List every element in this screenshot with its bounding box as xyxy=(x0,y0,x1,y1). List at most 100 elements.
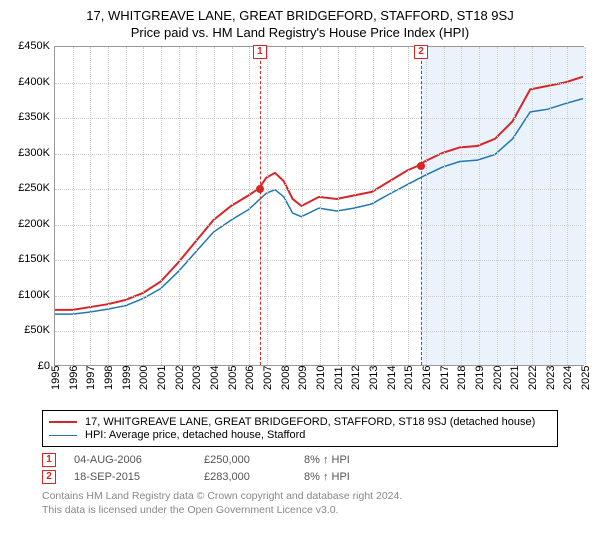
sale-marker-dot xyxy=(256,185,264,193)
gridline-v xyxy=(550,47,551,365)
gridline-v xyxy=(196,47,197,365)
x-axis: 1995199619971998199920002001200220032004… xyxy=(54,366,584,406)
legend-swatch xyxy=(49,421,77,423)
gridline-v xyxy=(514,47,515,365)
footer-attribution: Contains HM Land Registry data © Crown c… xyxy=(42,490,558,517)
sale-marker-dot xyxy=(417,162,425,170)
gridline-v xyxy=(373,47,374,365)
gridline-v xyxy=(444,47,445,365)
x-tick-label: 2007 xyxy=(262,366,274,390)
x-tick-label: 2014 xyxy=(386,366,398,390)
y-axis: £0£50K£100K£150K£200K£250K£300K£350K£400… xyxy=(10,46,54,366)
gridline-v xyxy=(532,47,533,365)
sale-number-box: 2 xyxy=(42,470,56,484)
gridline-h xyxy=(55,83,583,84)
footer-line1: Contains HM Land Registry data © Crown c… xyxy=(42,490,558,504)
sales-table: 104-AUG-2006£250,0008% ↑ HPI218-SEP-2015… xyxy=(42,453,558,484)
gridline-v xyxy=(214,47,215,365)
x-tick-label: 2013 xyxy=(368,366,380,390)
chart: £0£50K£100K£150K£200K£250K£300K£350K£400… xyxy=(10,46,590,406)
sale-price: £250,000 xyxy=(204,454,304,466)
gridline-h xyxy=(55,296,583,297)
title-subtitle: Price paid vs. HM Land Registry's House … xyxy=(10,25,590,40)
x-tick-label: 2003 xyxy=(191,366,203,390)
gridline-v xyxy=(232,47,233,365)
legend-row: HPI: Average price, detached house, Staf… xyxy=(49,429,551,441)
footer-line2: This data is licensed under the Open Gov… xyxy=(42,504,558,518)
gridline-v xyxy=(408,47,409,365)
gridline-h xyxy=(55,331,583,332)
gridline-h xyxy=(55,154,583,155)
y-tick-label: £150K xyxy=(18,253,50,265)
series-property xyxy=(55,77,583,310)
sale-price: £283,000 xyxy=(204,471,304,483)
legend-swatch xyxy=(49,435,77,436)
x-tick-label: 2024 xyxy=(562,366,574,390)
gridline-v xyxy=(567,47,568,365)
y-tick-label: £450K xyxy=(18,40,50,52)
gridline-v xyxy=(302,47,303,365)
gridline-v xyxy=(285,47,286,365)
x-tick-label: 2005 xyxy=(227,366,239,390)
x-tick-label: 1997 xyxy=(85,366,97,390)
x-tick-label: 2022 xyxy=(527,366,539,390)
gridline-v xyxy=(126,47,127,365)
gridline-h xyxy=(55,118,583,119)
gridline-v xyxy=(267,47,268,365)
x-tick-label: 2018 xyxy=(456,366,468,390)
x-tick-label: 2004 xyxy=(209,366,221,390)
chart-container: 17, WHITGREAVE LANE, GREAT BRIDGEFORD, S… xyxy=(0,0,600,521)
gridline-v xyxy=(426,47,427,365)
x-tick-label: 2010 xyxy=(315,366,327,390)
gridline-v xyxy=(73,47,74,365)
gridline-v xyxy=(320,47,321,365)
x-tick-label: 2011 xyxy=(333,366,345,390)
gridline-v xyxy=(143,47,144,365)
y-tick-label: £100K xyxy=(18,289,50,301)
x-tick-label: 2020 xyxy=(492,366,504,390)
x-tick-label: 2023 xyxy=(545,366,557,390)
sale-pct: 8% ↑ HPI xyxy=(304,471,404,483)
gridline-v xyxy=(461,47,462,365)
x-tick-label: 2025 xyxy=(580,366,592,390)
y-tick-label: £400K xyxy=(18,76,50,88)
x-tick-label: 2009 xyxy=(297,366,309,390)
x-tick-label: 2001 xyxy=(156,366,168,390)
gridline-v xyxy=(161,47,162,365)
x-tick-label: 1995 xyxy=(50,366,62,390)
title-address: 17, WHITGREAVE LANE, GREAT BRIDGEFORD, S… xyxy=(10,8,590,23)
gridline-h xyxy=(55,225,583,226)
legend-label: 17, WHITGREAVE LANE, GREAT BRIDGEFORD, S… xyxy=(85,416,535,428)
y-tick-label: £50K xyxy=(24,324,50,336)
x-tick-label: 1996 xyxy=(68,366,80,390)
gridline-h xyxy=(55,189,583,190)
sale-pct: 8% ↑ HPI xyxy=(304,454,404,466)
sale-marker-line xyxy=(421,61,422,365)
gridline-v xyxy=(479,47,480,365)
x-tick-label: 2006 xyxy=(244,366,256,390)
gridline-v xyxy=(391,47,392,365)
legend-row: 17, WHITGREAVE LANE, GREAT BRIDGEFORD, S… xyxy=(49,416,551,428)
sale-marker-box: 1 xyxy=(253,45,267,59)
gridline-v xyxy=(338,47,339,365)
y-tick-label: £200K xyxy=(18,218,50,230)
gridline-v xyxy=(497,47,498,365)
sale-number-box: 1 xyxy=(42,453,56,467)
gridline-v xyxy=(585,47,586,365)
gridline-v xyxy=(90,47,91,365)
x-tick-label: 2002 xyxy=(174,366,186,390)
plot-area: 12 xyxy=(54,46,584,366)
x-tick-label: 2016 xyxy=(421,366,433,390)
sale-marker-box: 2 xyxy=(414,45,428,59)
legend: 17, WHITGREAVE LANE, GREAT BRIDGEFORD, S… xyxy=(42,410,558,447)
gridline-v xyxy=(179,47,180,365)
x-tick-label: 2021 xyxy=(509,366,521,390)
x-tick-label: 2008 xyxy=(280,366,292,390)
y-tick-label: £300K xyxy=(18,147,50,159)
sales-row: 218-SEP-2015£283,0008% ↑ HPI xyxy=(42,470,558,484)
x-tick-label: 2017 xyxy=(439,366,451,390)
sales-row: 1 04-AUG-2006£250,0008% ↑ HPI xyxy=(42,453,558,467)
line-series xyxy=(55,47,583,365)
sale-date: 04-AUG-2006 xyxy=(74,454,204,466)
x-tick-label: 2019 xyxy=(474,366,486,390)
